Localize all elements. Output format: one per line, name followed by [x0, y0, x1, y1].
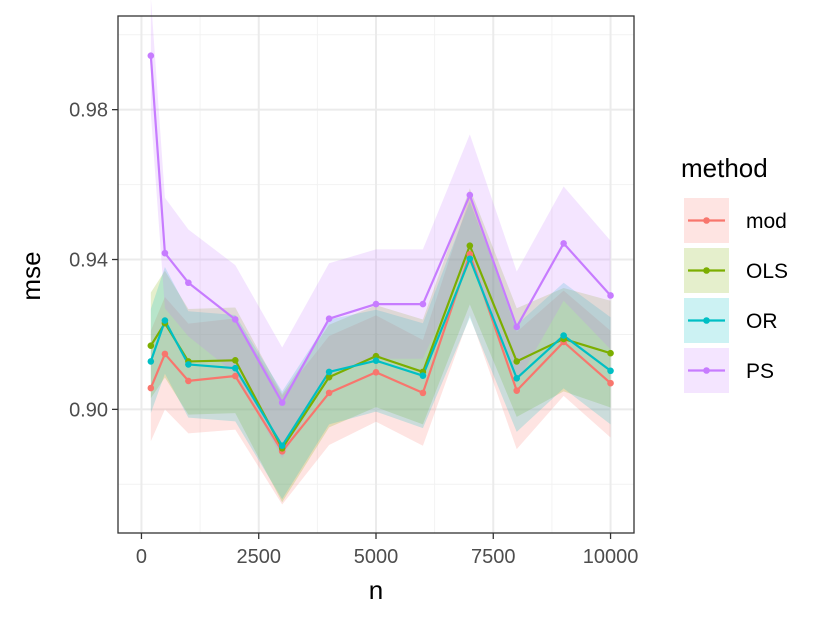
y-tick-label: 0.90: [69, 399, 108, 421]
point-or: [513, 374, 521, 382]
point-mod: [325, 389, 333, 397]
point-or: [419, 372, 427, 379]
line-or: [149, 257, 612, 447]
point-ps: [560, 240, 567, 247]
series-points: [147, 52, 614, 455]
point-or: [185, 361, 192, 368]
point-mod: [513, 387, 521, 394]
point-or: [147, 358, 155, 365]
point-or: [372, 357, 380, 364]
legend-label-mod: mod: [746, 210, 787, 233]
legend-label-or: OR: [746, 310, 778, 333]
point-mod: [607, 379, 614, 387]
x-axis: 0 2500 5000 7500 10000: [136, 533, 638, 568]
series-lines: [149, 55, 612, 453]
legend: method mod OLS OR PS: [681, 153, 788, 393]
point-ps: [278, 399, 286, 406]
legend-item-ols: OLS: [684, 248, 788, 293]
point-ps: [161, 249, 169, 257]
point-ps: [185, 279, 192, 287]
grid-lines: [118, 16, 634, 533]
point-ps: [513, 323, 521, 331]
point-ps: [607, 292, 614, 299]
point-or: [466, 255, 474, 263]
point-or: [278, 442, 286, 450]
point-ols: [231, 356, 239, 364]
legend-item-or: OR: [684, 298, 778, 343]
x-tick-label: 10000: [583, 546, 639, 568]
legend-point-mod: [703, 217, 710, 224]
x-tick-label: 2500: [236, 546, 281, 568]
y-tick-label: 0.94: [69, 250, 108, 272]
band-mod: [150, 196, 611, 505]
point-ps: [231, 316, 239, 323]
point-or: [560, 332, 567, 339]
point-ps: [325, 315, 333, 323]
point-or: [607, 367, 614, 375]
x-tick-label: 5000: [354, 546, 399, 568]
y-axis-title: mse: [16, 251, 46, 300]
legend-item-ps: PS: [684, 348, 774, 393]
point-mod: [231, 372, 239, 380]
point-or: [325, 368, 333, 376]
legend-point-ps: [703, 367, 710, 374]
point-ps: [419, 300, 427, 308]
point-ols: [325, 373, 333, 381]
point-ols: [147, 342, 155, 349]
legend-point-ols: [703, 267, 710, 274]
x-axis-title: n: [369, 575, 383, 605]
line-ps: [149, 55, 612, 404]
point-ps: [372, 300, 380, 308]
point-ps: [147, 52, 155, 60]
legend-title: method: [681, 153, 768, 183]
point-ols: [607, 349, 614, 357]
legend-label-ols: OLS: [746, 260, 788, 283]
point-mod: [147, 384, 155, 392]
point-or: [161, 317, 169, 324]
point-mod: [419, 389, 427, 397]
legend-item-mod: mod: [684, 198, 787, 243]
legend-point-or: [703, 317, 710, 324]
point-ols: [513, 358, 521, 365]
point-mod: [372, 368, 380, 376]
point-or: [231, 364, 239, 372]
band-ps: [150, 0, 611, 459]
x-tick-label: 0: [136, 546, 147, 568]
point-mod: [161, 350, 169, 358]
point-ols: [466, 242, 474, 249]
y-axis: 0.90 0.94 0.98: [69, 100, 118, 421]
line-mod: [149, 253, 612, 453]
x-tick-label: 7500: [471, 546, 516, 568]
point-mod: [185, 377, 192, 385]
legend-label-ps: PS: [746, 360, 774, 383]
point-ps: [466, 191, 474, 199]
y-tick-label: 0.98: [69, 100, 108, 122]
